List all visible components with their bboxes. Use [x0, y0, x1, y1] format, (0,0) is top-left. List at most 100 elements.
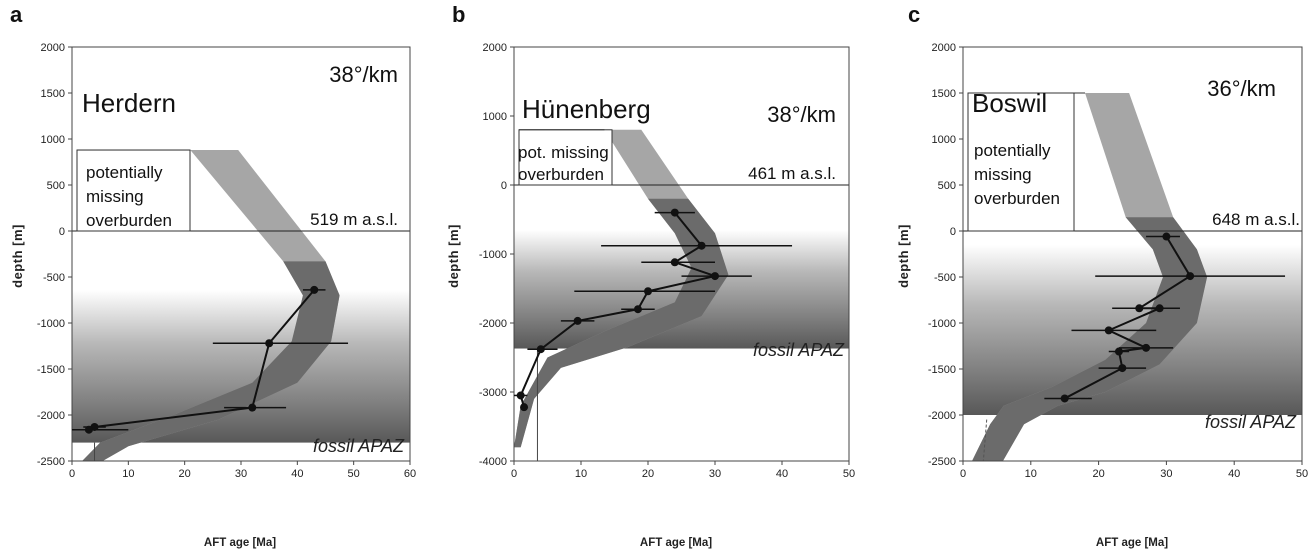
data-point	[697, 241, 706, 250]
gradient-label: 38°/km	[329, 62, 398, 87]
apaz-label: fossil APAZ	[1205, 412, 1297, 432]
y-tick-label: -2000	[928, 410, 956, 422]
panel-a: a potentiallymissingoverburden2000150010…	[10, 2, 416, 549]
y-tick-label: 1000	[41, 134, 65, 146]
y-tick-label: 1000	[483, 111, 507, 123]
x-tick-label: 50	[1296, 468, 1308, 480]
data-point	[536, 345, 545, 354]
overburden-label: overburden	[974, 189, 1060, 208]
y-tick-label: 1500	[932, 88, 956, 100]
x-tick-label: 10	[575, 468, 587, 480]
panel-c-ylabel: depth [m]	[896, 224, 911, 288]
site-label: Hünenberg	[522, 94, 651, 124]
data-point	[1186, 272, 1195, 281]
data-point	[265, 339, 274, 348]
x-tick-label: 30	[1160, 468, 1172, 480]
x-tick-label: 0	[511, 468, 517, 480]
gradient-label: 36°/km	[1207, 76, 1276, 101]
data-point	[1142, 343, 1151, 352]
y-tick-label: -2500	[37, 456, 65, 468]
x-tick-label: 40	[776, 468, 788, 480]
x-tick-label: 30	[709, 468, 721, 480]
panel-a-ylabel: depth [m]	[10, 224, 25, 288]
pal-band-lower	[972, 217, 1208, 461]
panel-b-xlabel: AFT age [Ma]	[640, 537, 712, 549]
x-tick-label: 40	[1228, 468, 1240, 480]
x-tick-label: 50	[348, 468, 360, 480]
data-point	[248, 403, 257, 412]
y-tick-label: -2000	[479, 318, 507, 330]
x-tick-label: 30	[235, 468, 247, 480]
y-tick-label: 0	[950, 226, 956, 238]
elevation-label: 461 m a.s.l.	[748, 164, 836, 183]
overburden-box	[518, 129, 613, 186]
x-tick-label: 10	[1025, 468, 1037, 480]
data-point	[670, 208, 679, 217]
panel-b-letter: b	[452, 2, 465, 27]
panel-c-letter: c	[908, 2, 920, 27]
data-point	[1155, 304, 1164, 313]
y-tick-label: -1500	[37, 364, 65, 376]
apaz-label: fossil APAZ	[313, 436, 405, 456]
y-tick-label: 0	[501, 180, 507, 192]
data-point	[1162, 232, 1171, 241]
x-tick-label: 10	[122, 468, 134, 480]
apaz-zone	[72, 289, 410, 443]
y-tick-label: 1500	[41, 88, 65, 100]
pal-band-lower	[514, 198, 729, 448]
overburden-label: potentially	[86, 163, 163, 182]
panel-a-plot: potentiallymissingoverburden200015001000…	[37, 42, 416, 480]
panel-b-ylabel: depth [m]	[446, 224, 461, 288]
overburden-label: potentially	[974, 141, 1051, 160]
data-point	[84, 425, 93, 434]
panel-b: b pot. missing overburden 2000 1000 0 -1000 -2…	[446, 2, 855, 549]
panel-c-xlabel: AFT age [Ma]	[1096, 537, 1168, 549]
y-tick-label: -1000	[928, 318, 956, 330]
x-tick-label: 20	[179, 468, 191, 480]
data-point	[1114, 347, 1123, 356]
data-point	[1118, 364, 1127, 373]
data-point	[516, 391, 525, 400]
overburden-label: overburden	[518, 165, 604, 184]
y-tick-label: -4000	[479, 456, 507, 468]
data-point	[1060, 394, 1069, 403]
plot-frame	[962, 46, 1303, 462]
overburden-label: missing	[974, 165, 1032, 184]
site-label: Boswil	[972, 88, 1047, 118]
elevation-label: 519 m a.s.l.	[310, 210, 398, 229]
data-line	[519, 211, 719, 408]
panel-a-letter: a	[10, 2, 23, 27]
gradient-label: 38°/km	[767, 102, 836, 127]
elevation-label: 648 m a.s.l.	[1212, 210, 1300, 229]
overburden-box	[967, 92, 1075, 232]
data-point	[670, 258, 679, 267]
x-tick-label: 60	[404, 468, 416, 480]
y-tick-label: -1000	[479, 249, 507, 261]
panel-b-plot: pot. missing overburden 2000 1000 0 -1000 -200…	[479, 42, 855, 480]
data-point	[1104, 326, 1113, 335]
y-tick-label: 500	[47, 180, 65, 192]
y-tick-label: -2000	[37, 410, 65, 422]
x-tick-label: 20	[642, 468, 654, 480]
y-tick-label: 500	[938, 180, 956, 192]
data-point	[310, 285, 319, 294]
data-point	[573, 316, 582, 325]
y-tick-label: -500	[934, 272, 956, 284]
y-tick-label: 1000	[932, 134, 956, 146]
data-point	[711, 272, 719, 281]
x-tick-label: 20	[1092, 468, 1104, 480]
y-tick-label: 2000	[932, 42, 956, 54]
x-tick-label: 0	[69, 468, 75, 480]
overburden-label: pot. missing	[518, 143, 609, 162]
guide-line	[982, 419, 988, 462]
y-tick-label: -500	[43, 272, 65, 284]
x-tick-label: 0	[960, 468, 966, 480]
x-tick-label: 50	[843, 468, 855, 480]
data-point	[644, 287, 652, 296]
x-tick-label: 40	[291, 468, 303, 480]
pal-band-lower	[82, 261, 340, 461]
y-tick-label: 0	[59, 226, 65, 238]
panel-a-xlabel: AFT age [Ma]	[204, 537, 276, 549]
overburden-box	[76, 149, 191, 232]
